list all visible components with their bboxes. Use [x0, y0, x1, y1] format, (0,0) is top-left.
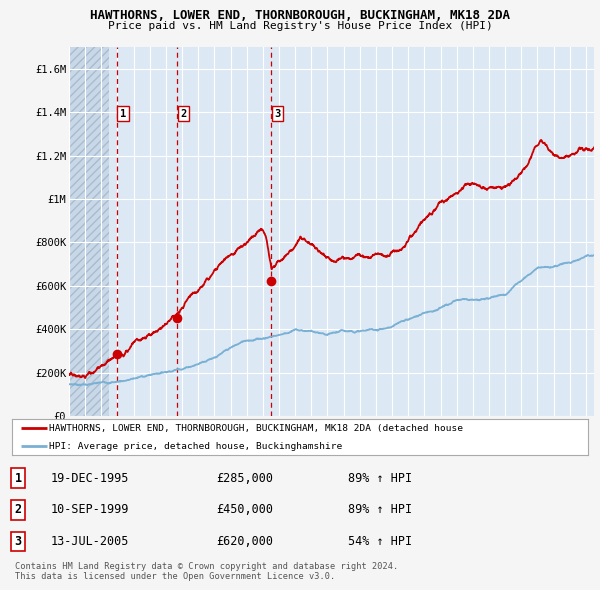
Text: 13-JUL-2005: 13-JUL-2005	[51, 535, 130, 548]
Text: 1: 1	[120, 109, 126, 119]
Text: 2: 2	[180, 109, 187, 119]
Text: 54% ↑ HPI: 54% ↑ HPI	[348, 535, 412, 548]
Text: 3: 3	[275, 109, 281, 119]
Text: 10-SEP-1999: 10-SEP-1999	[51, 503, 130, 516]
Text: HPI: Average price, detached house, Buckinghamshire: HPI: Average price, detached house, Buck…	[49, 442, 343, 451]
Bar	[69, 47, 109, 416]
Text: HAWTHORNS, LOWER END, THORNBOROUGH, BUCKINGHAM, MK18 2DA (detached house: HAWTHORNS, LOWER END, THORNBOROUGH, BUCK…	[49, 424, 463, 432]
Text: 2: 2	[14, 503, 22, 516]
Text: 19-DEC-1995: 19-DEC-1995	[51, 472, 130, 485]
Text: 89% ↑ HPI: 89% ↑ HPI	[348, 472, 412, 485]
Text: Price paid vs. HM Land Registry's House Price Index (HPI): Price paid vs. HM Land Registry's House …	[107, 21, 493, 31]
Text: £620,000: £620,000	[216, 535, 273, 548]
Text: 3: 3	[14, 535, 22, 548]
Text: 1: 1	[14, 472, 22, 485]
Text: HAWTHORNS, LOWER END, THORNBOROUGH, BUCKINGHAM, MK18 2DA: HAWTHORNS, LOWER END, THORNBOROUGH, BUCK…	[90, 9, 510, 22]
Text: £450,000: £450,000	[216, 503, 273, 516]
Text: 89% ↑ HPI: 89% ↑ HPI	[348, 503, 412, 516]
Text: £285,000: £285,000	[216, 472, 273, 485]
Text: Contains HM Land Registry data © Crown copyright and database right 2024.
This d: Contains HM Land Registry data © Crown c…	[15, 562, 398, 581]
